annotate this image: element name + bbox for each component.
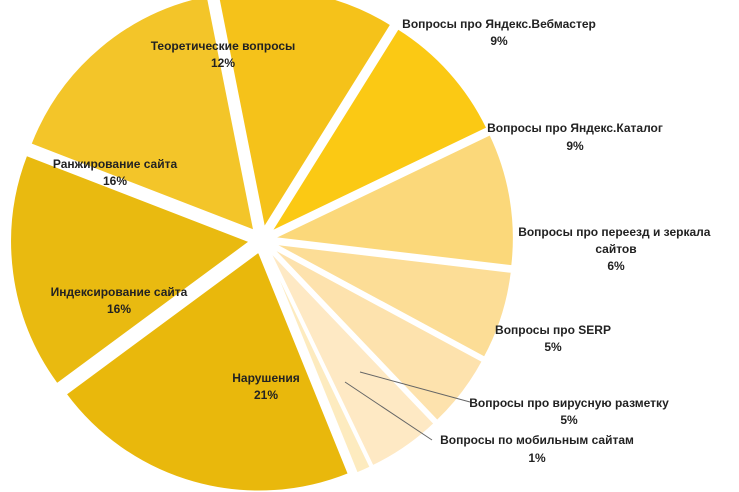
label-name-virus: Вопросы про вирусную разметку xyxy=(469,396,669,410)
label-pct-indeksirovanie: 16% xyxy=(107,302,131,316)
label-name-katalog: Вопросы про Яндекс.Каталог xyxy=(487,121,663,135)
label-pct-webmaster: 9% xyxy=(490,34,508,48)
pie-slice xyxy=(217,0,393,231)
label-pct-virus: 5% xyxy=(560,413,578,427)
label-pct-teoreticheskie: 12% xyxy=(211,56,235,70)
pie-slice xyxy=(64,249,351,492)
pie-slice xyxy=(270,132,515,268)
label-pct-katalog: 9% xyxy=(566,139,584,153)
label-name-indeksirovanie: Индексирование сайта xyxy=(51,285,188,299)
pie-slice xyxy=(29,0,256,233)
label-pct-narusheniya: 21% xyxy=(254,388,278,402)
leader-lines xyxy=(344,371,471,441)
pie-slice xyxy=(9,153,253,386)
label-pct-serp: 5% xyxy=(544,340,562,354)
label-name-mobile: Вопросы по мобильным сайтам xyxy=(440,433,634,447)
pie-slice xyxy=(265,250,373,475)
label-name-webmaster: Вопросы про Яндекс.Вебмастер xyxy=(402,17,596,31)
label-pct-ranzhirovanie: 16% xyxy=(103,174,127,188)
leader-line xyxy=(359,371,471,403)
pie-slice xyxy=(268,27,489,235)
pie-slice xyxy=(267,249,436,468)
pie-slice xyxy=(270,246,485,423)
label-name-narusheniya: Нарушения xyxy=(232,371,300,385)
label-name-serp: Вопросы про SERP xyxy=(495,323,611,337)
label-pct-pereezd: 6% xyxy=(607,259,625,273)
label-name-pereezd: Вопросы про переезд и зеркала сайтов xyxy=(518,225,714,256)
label-name-ranzhirovanie: Ранжирование сайта xyxy=(53,157,178,171)
label-name-teoreticheskie: Теоретические вопросы xyxy=(151,39,296,53)
pie-slices xyxy=(9,0,515,492)
label-pct-mobile: 1% xyxy=(528,451,546,465)
pie-slice xyxy=(272,242,513,359)
leader-line xyxy=(344,381,433,441)
